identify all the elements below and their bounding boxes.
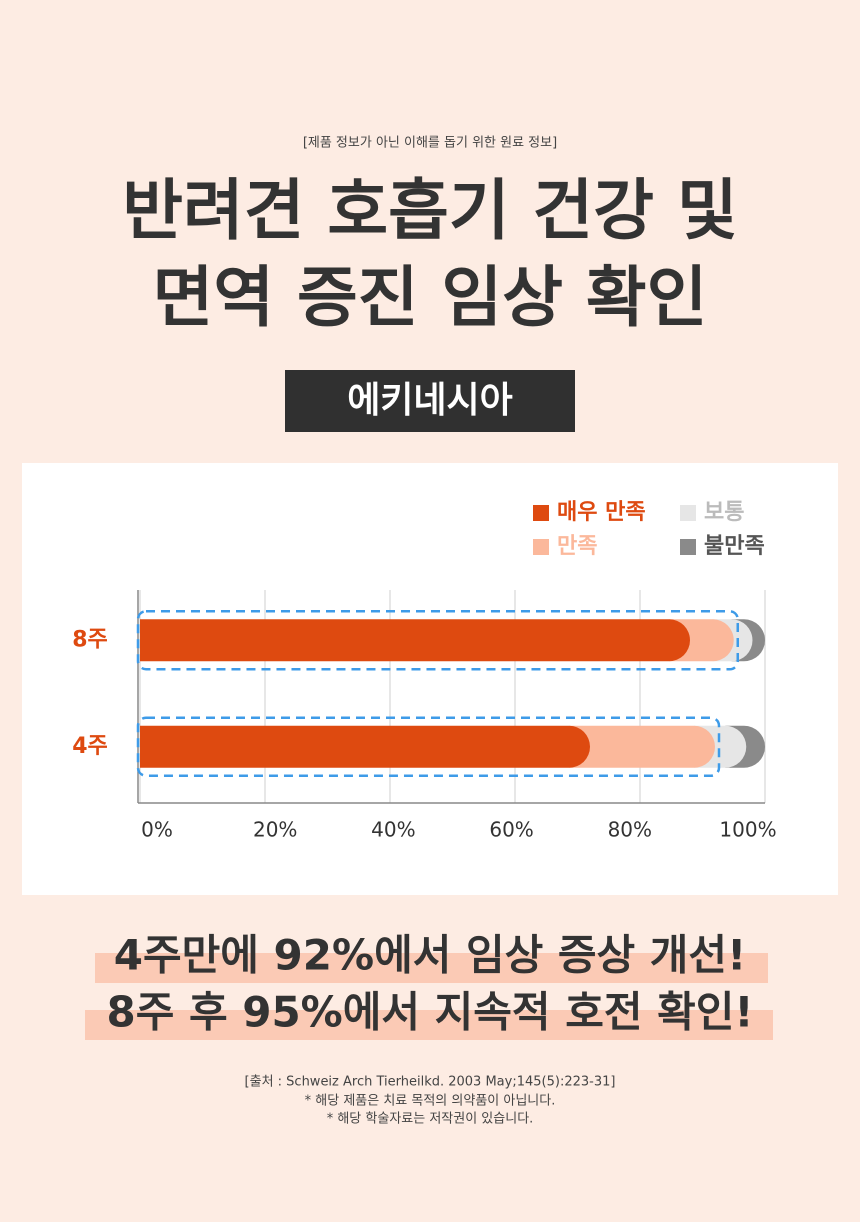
highlight-band bbox=[85, 1010, 773, 1040]
footer-line: * 해당 제품은 치료 목적의 의약품이 아닙니다. bbox=[305, 1094, 556, 1109]
y-tick-label: 8주 bbox=[72, 627, 108, 652]
legend-swatch bbox=[533, 505, 549, 521]
headline: 8주 후 95%에서 지속적 호전 확인! bbox=[106, 988, 753, 1037]
x-tick-label: 100% bbox=[719, 818, 776, 842]
legend-label: 만족 bbox=[557, 534, 597, 559]
highlight-band bbox=[95, 953, 768, 983]
highlight-box bbox=[136, 716, 721, 777]
legend-label: 보통 bbox=[704, 500, 744, 525]
footer-line: * 해당 학술자료는 저작권이 있습니다. bbox=[327, 1112, 534, 1127]
legend-swatch bbox=[680, 505, 696, 521]
legend-label: 불만족 bbox=[704, 534, 765, 559]
bar-segment bbox=[140, 619, 690, 662]
x-tick-label: 80% bbox=[608, 818, 652, 842]
product-box bbox=[285, 370, 575, 432]
title-line: 면역 증진 임상 확인 bbox=[153, 259, 708, 336]
chart-panel bbox=[22, 463, 838, 895]
x-tick-label: 0% bbox=[141, 818, 173, 842]
legend-swatch bbox=[533, 539, 549, 555]
footer-line: [출처 : Schweiz Arch Tierheilkd. 2003 May;… bbox=[245, 1075, 616, 1090]
x-tick-label: 20% bbox=[253, 818, 297, 842]
headline: 4주만에 92%에서 임상 증상 개선! bbox=[114, 931, 746, 980]
product: 에키네시아 bbox=[347, 380, 513, 421]
title-line: 반려견 호흡기 건강 및 bbox=[122, 172, 737, 249]
y-tick-label: 4주 bbox=[72, 734, 108, 759]
bar-segment bbox=[140, 725, 590, 768]
note: [제품 정보가 아닌 이해를 돕기 위한 원료 정보] bbox=[303, 136, 557, 151]
bar-segment bbox=[569, 725, 715, 768]
highlight-box bbox=[136, 610, 739, 671]
x-tick-label: 60% bbox=[489, 818, 533, 842]
legend-label: 매우 만족 bbox=[557, 500, 646, 525]
legend-swatch bbox=[680, 539, 696, 555]
x-tick-label: 40% bbox=[371, 818, 415, 842]
